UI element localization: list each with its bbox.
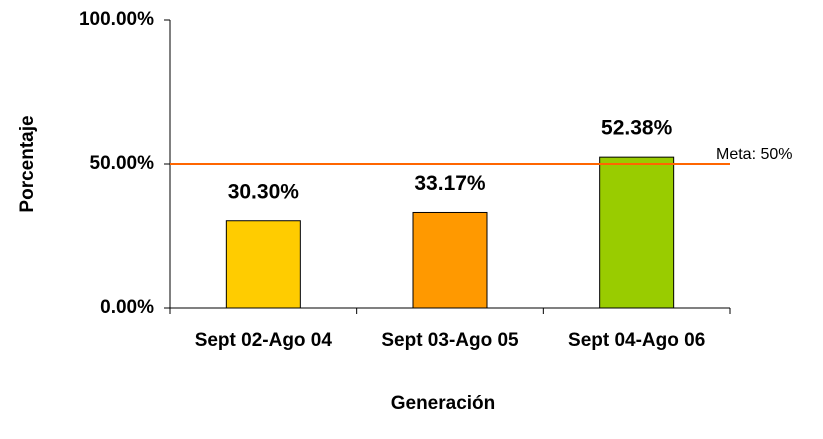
reference-label: Meta: 50% (716, 146, 792, 163)
value-label: 30.30% (228, 180, 300, 203)
x-tick-label: Sept 02-Ago 04 (194, 330, 332, 351)
value-label: 52.38% (601, 117, 673, 140)
x-tick-label: Sept 04-Ago 06 (568, 330, 706, 351)
y-tick-label: 100.00% (79, 9, 154, 30)
bar (599, 156, 675, 309)
x-tick-label: Sept 03-Ago 05 (381, 330, 519, 351)
bar (412, 211, 488, 309)
x-axis-label: Generación (391, 393, 496, 414)
y-axis-label: Porcentaje (17, 115, 38, 212)
bar (225, 220, 301, 309)
y-tick-label: 50.00% (90, 153, 155, 174)
value-label: 33.17% (414, 172, 486, 195)
y-tick-label: 0.00% (100, 297, 154, 318)
